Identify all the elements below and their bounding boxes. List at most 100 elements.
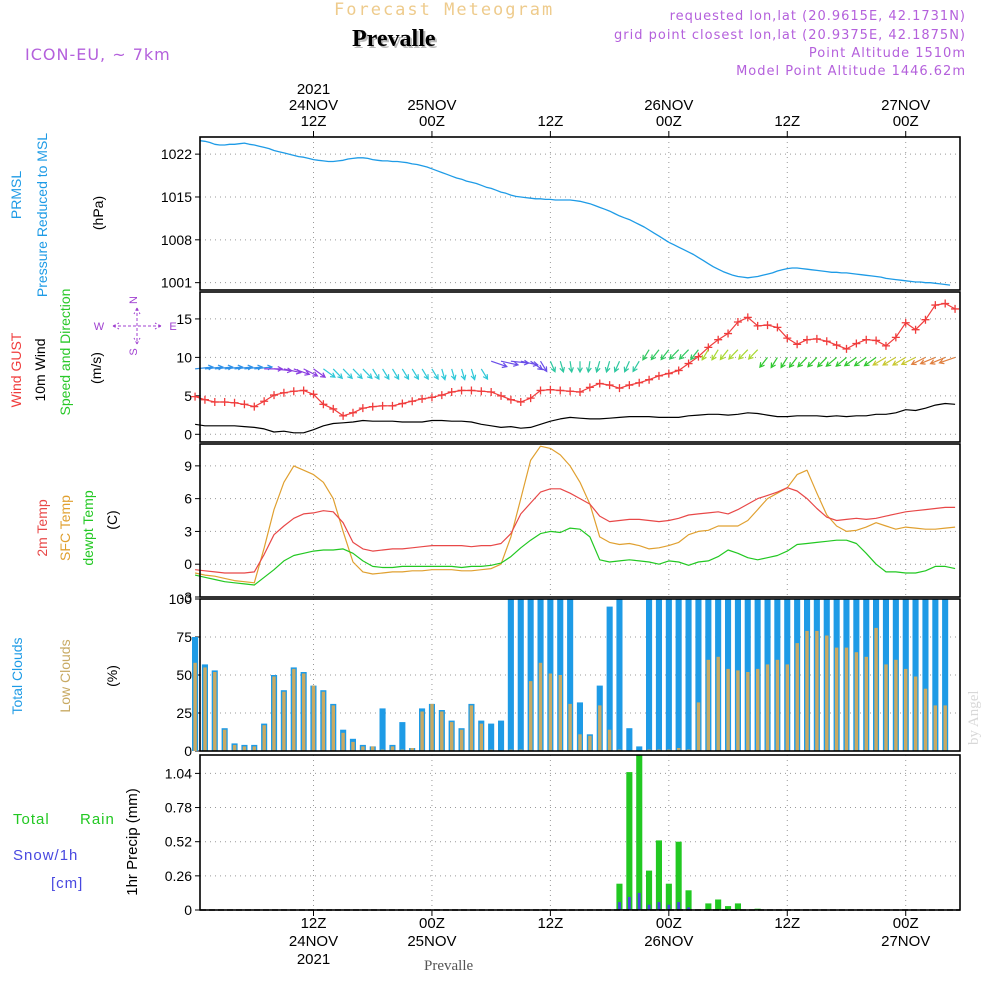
low-cloud-bar [726,668,730,751]
low-cloud-bar [677,748,681,751]
gust-marker [516,398,525,406]
wind-arrow [853,356,867,367]
gust-marker [200,395,209,404]
gust-marker [378,401,387,410]
wind-arrow [352,368,363,380]
wind-arrow [835,356,847,368]
total-rain-label: Total [13,811,50,828]
gust-marker [743,313,752,322]
precip-tick-label: 0.52 [165,834,192,850]
gust-marker [309,390,318,399]
footer-station: Prevalle [424,958,474,974]
low-cloud-bar [904,668,908,751]
low-cloud-bar [440,711,444,751]
time-label-top: 27NOV [881,97,930,114]
low-clouds-label: Low Clouds [57,639,73,712]
wind-arrow [391,368,400,381]
gust-marker [872,336,881,345]
time-label-bottom: 27NOV [881,933,930,950]
gust-marker [279,388,288,397]
time-label-bottom: 25NOV [407,933,456,950]
rain-bar [685,890,692,910]
wind-arrow [825,356,837,368]
gust-marker [822,337,831,346]
low-cloud-bar [844,647,849,751]
low-cloud-bar [548,673,553,751]
total-cloud-bar [636,746,643,751]
gust-marker [674,366,683,375]
low-cloud-bar [706,659,710,751]
pressure-line [199,140,951,286]
wind-panel-frame [199,291,961,443]
total-cloud-bar [379,708,386,751]
pressure-tick-label: 1001 [161,275,192,291]
total-cloud-bar [606,606,613,751]
compass-n: N [128,296,140,304]
clouds-unit: (%) [104,665,120,687]
gust-marker [852,339,861,348]
low-cloud-bar [331,705,335,751]
gust-marker [645,375,654,384]
low-cloud-bar [558,675,562,751]
compass-rose [112,307,162,345]
time-label-bottom: 00Z [893,915,919,932]
wind-arrow [372,368,380,381]
precip-tick-label: 0 [184,902,192,918]
wind-arrow [660,349,670,361]
low-cloud-bar [933,705,937,751]
gust-marker [437,391,446,400]
wind-arrow [863,356,877,367]
wind-arrow [460,368,467,381]
low-cloud-bar [321,691,326,751]
snow-bar [647,904,651,910]
time-label-bottom: 12Z [774,915,800,932]
gust-marker [881,341,890,350]
low-cloud-bar [272,676,276,751]
wind-unit: (m/s) [88,352,104,384]
wind-arrow [568,361,574,374]
gust-marker [526,394,535,403]
total-cloud-bar [942,599,949,751]
low-cloud-bar [775,659,780,751]
wind-arrow [882,356,897,366]
low-cloud-bar [538,662,543,751]
wind-arrow [586,361,592,374]
station-title: Prevalle [352,26,436,52]
snow-bar [637,892,641,910]
rain-bar [636,755,643,910]
low-cloud-bar [410,748,414,751]
gust-marker [793,340,802,349]
gust-marker [891,333,900,342]
rain-bar [665,883,672,910]
low-cloud-bar [351,741,355,751]
low-cloud-bar [825,635,829,751]
wind-arrow [701,349,709,361]
low-cloud-bar [943,705,947,751]
time-label-top: 2021 [297,81,330,98]
gust-marker [487,388,496,396]
gust-marker [260,397,269,406]
gust-marker [368,402,377,411]
low-cloud-bar [420,711,424,751]
gust-marker [832,341,841,350]
wind-arrow [816,356,828,368]
low-cloud-bar [884,664,888,751]
low-cloud-bar [874,627,878,751]
pressure-unit: (hPa) [90,196,106,230]
low-cloud-bar [311,685,316,751]
low-cloud-bar [854,652,859,751]
rain-bar [715,899,722,910]
gust-line [194,302,956,417]
low-cloud-bar [232,744,237,751]
wind-arrow [332,368,344,380]
precip-tick-label: 1.04 [165,765,192,781]
model-label: ICON-EU, ~ 7km [25,45,171,64]
low-cloud-bar [450,722,454,751]
gust-marker [714,335,723,344]
compass-s: S [128,348,140,355]
snow-bar [628,896,631,910]
low-cloud-bar [193,662,197,751]
wind-tick-label: 15 [176,311,192,327]
gridpoint-lonlat: grid point closest lon,lat (20.9375E, 42… [614,28,966,43]
time-label-bottom: 00Z [419,915,445,932]
